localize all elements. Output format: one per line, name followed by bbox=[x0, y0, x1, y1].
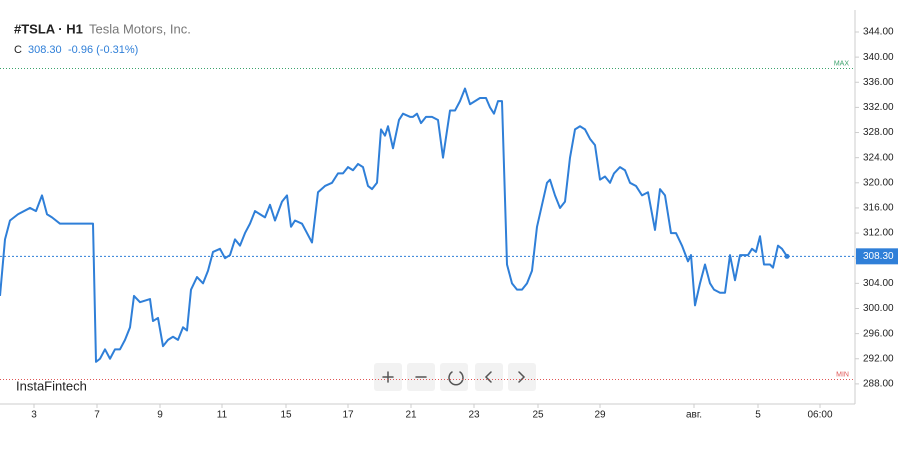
y-tick-label: 288.00 bbox=[863, 379, 894, 390]
y-tick-label: 300.00 bbox=[863, 303, 894, 314]
y-tick-label: 296.00 bbox=[863, 328, 894, 339]
x-tick-label: 3 bbox=[31, 410, 37, 421]
current-price-label: 308.30 bbox=[863, 251, 894, 262]
y-tick-label: 324.00 bbox=[863, 152, 894, 163]
x-tick-label: авг. bbox=[686, 410, 702, 421]
y-tick-label: 316.00 bbox=[863, 203, 894, 214]
scroll-left-button[interactable] bbox=[475, 363, 503, 391]
reset-button[interactable] bbox=[440, 363, 468, 391]
max-line-label: MAX bbox=[834, 60, 850, 67]
y-tick-label: 304.00 bbox=[863, 278, 894, 289]
y-tick-label: 312.00 bbox=[863, 228, 894, 239]
x-tick-label: 23 bbox=[468, 410, 480, 421]
last-point bbox=[784, 253, 790, 259]
x-tick-label: 7 bbox=[94, 410, 100, 421]
x-tick-label: 29 bbox=[594, 410, 606, 421]
x-tick-label: 15 bbox=[280, 410, 292, 421]
scroll-right-button[interactable] bbox=[508, 363, 536, 391]
current-price-box bbox=[856, 248, 898, 265]
zoom-controls bbox=[374, 363, 536, 391]
reset-icon bbox=[448, 371, 464, 386]
x-tick-label: 06:00 bbox=[807, 410, 832, 421]
left-icon bbox=[484, 371, 492, 383]
price-change: -0.96 (-0.31%) bbox=[68, 44, 138, 56]
y-tick-label: 340.00 bbox=[863, 52, 894, 63]
y-tick-label: 320.00 bbox=[863, 177, 894, 188]
watermark: InstaFintech bbox=[16, 378, 87, 393]
y-tick-label: 292.00 bbox=[863, 353, 894, 364]
y-tick-label: 336.00 bbox=[863, 77, 894, 88]
min-line-label: MIN bbox=[836, 371, 849, 378]
chart-subtitle: Tesla Motors, Inc. bbox=[89, 21, 191, 36]
chart-title: #TSLA · H1 bbox=[14, 21, 83, 36]
y-tick-label: 328.00 bbox=[863, 127, 894, 138]
y-tick-label: 332.00 bbox=[863, 102, 894, 113]
y-tick-label: 344.00 bbox=[863, 27, 894, 38]
x-tick-label: 5 bbox=[755, 410, 761, 421]
x-tick-label: 17 bbox=[342, 410, 354, 421]
plus-icon bbox=[382, 371, 394, 383]
x-tick-label: 11 bbox=[217, 410, 228, 421]
price-line bbox=[0, 87, 788, 363]
x-tick-label: 25 bbox=[532, 410, 544, 421]
x-tick-label: 21 bbox=[405, 410, 417, 421]
last-price: 308.30 bbox=[28, 44, 62, 56]
x-tick-label: 9 bbox=[157, 410, 163, 421]
close-label: C bbox=[14, 44, 22, 56]
right-icon bbox=[518, 371, 526, 383]
